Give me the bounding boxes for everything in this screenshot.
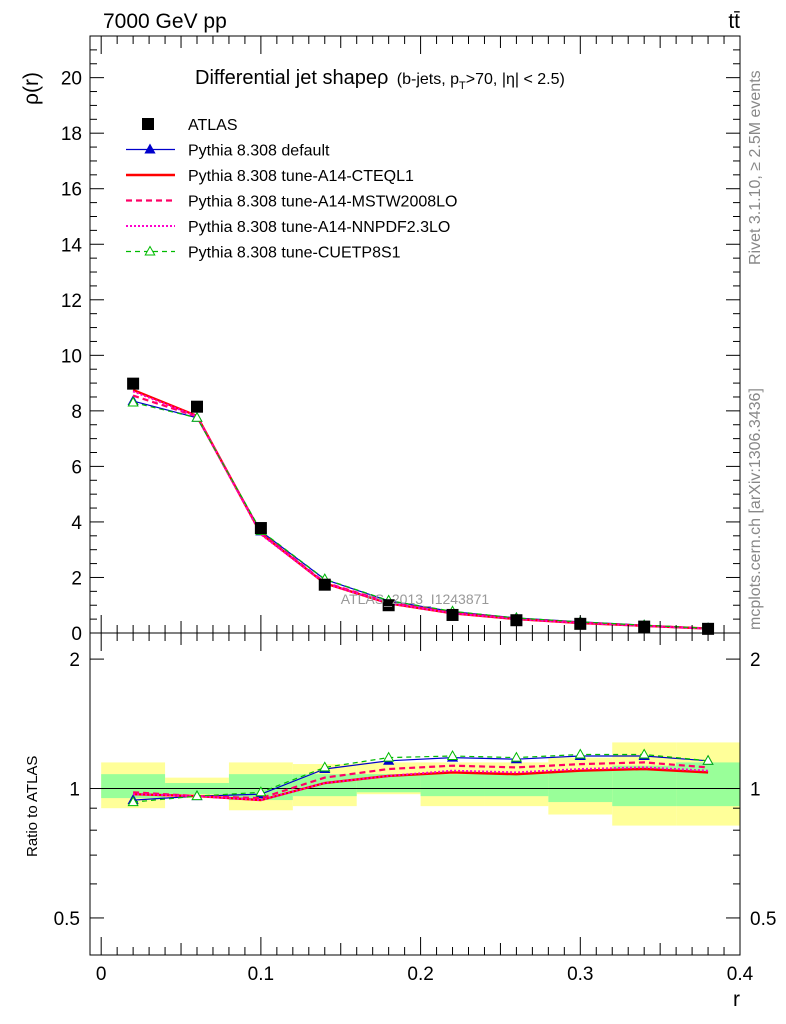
- main-panel: 0 2 4 6 8 10 12 14 16 18 20 ρ(r) ATLAS_2013_I12438…: [20, 35, 741, 645]
- main-y-axis-label: ρ(r): [20, 72, 43, 105]
- main-y-tick-label: 4: [71, 513, 82, 534]
- chart-title-sub-pre: (b-jets, p: [397, 71, 459, 88]
- legend-entry-label: Pythia 8.308 tune-CUETP8S1: [188, 245, 401, 262]
- chart-title: Differential jet shapeρ (b-jets, pT>70, …: [195, 67, 565, 92]
- x-axis-label: r: [733, 988, 740, 1011]
- ratio-marker-pythia-8-308-tune-cuetp8s1-1: [191, 790, 203, 801]
- main-point-atlas-3: [318, 578, 331, 591]
- ratio-y-tick-label-right: 1: [750, 780, 761, 801]
- ratio-y-tick-label: 2: [69, 650, 80, 671]
- main-y-tick-label: 18: [61, 124, 82, 145]
- ratio-band-green: [548, 770, 613, 803]
- ratio-panel-frame: [89, 632, 741, 956]
- main-point-atlas-5: [446, 608, 459, 621]
- ratio-marker-pythia-8-308-tune-cuetp8s1-6: [510, 751, 523, 762]
- main-y-tick-label: 12: [61, 291, 82, 312]
- rivet-label: Rivet 3.1.10, ≥ 2.5M events: [747, 70, 764, 265]
- ratio-marker-pythia-8-308-tune-cuetp8s1-9: [702, 754, 714, 765]
- ratio-y-tick-label: 0.5: [54, 909, 80, 930]
- process-label: tt̄: [728, 10, 740, 33]
- legend-marker-data: [142, 118, 154, 130]
- main-marker-pythia-8-308-tune-cuetp8s1-0: [127, 396, 139, 407]
- chart-title-sub-sub: T: [459, 80, 466, 92]
- x-tick-label: 0.2: [407, 964, 433, 985]
- main-point-atlas-0: [127, 377, 140, 390]
- ratio-y-tick-label-right: 2: [750, 650, 761, 671]
- ratio-line-pythia-8-308-tune-a14-cteql1: [133, 767, 709, 802]
- ratio-y-tick-label-right: 0.5: [750, 909, 776, 930]
- main-y-tick-label: 14: [61, 235, 83, 256]
- main-x-ticks: [100, 36, 741, 633]
- ratio-marker-pythia-8-308-tune-cuetp8s1-8: [638, 748, 650, 759]
- ratio-y-axis-label: Ratio to ATLAS: [24, 756, 41, 857]
- legend-entry-label: Pythia 8.308 tune-A14-NNPDF2.3LO: [188, 219, 450, 236]
- main-point-atlas-2: [254, 522, 267, 535]
- ratio-panel: 0.5 0.51 12 2 0 0.1 0.2 0.3 0.4 Ratio to ATLAS …: [24, 632, 777, 1011]
- ratio-marker-pythia-8-308-tune-cuetp8s1-5: [446, 750, 459, 761]
- x-tick-label: 0: [96, 964, 107, 985]
- ratio-band-green: [101, 774, 166, 799]
- ratio-line-pythia-8-308-tune-a14-mstw2008lo: [133, 761, 709, 800]
- ratio-marker-pythia-8-308-tune-cuetp8s1-2: [255, 786, 267, 797]
- ratio-marker-pythia-8-308-tune-cuetp8s1-7: [574, 748, 586, 759]
- ratio-marker-pythia-8-308-tune-cuetp8s1-0: [127, 796, 139, 807]
- x-tick-label: 0.3: [567, 964, 593, 985]
- legend-entry-label: ATLAS: [188, 117, 238, 134]
- main-point-atlas-6: [510, 614, 523, 627]
- main-marker-pythia-8-308-tune-cuetp8s1-1: [191, 411, 203, 422]
- legend-entry-label: Pythia 8.308 tune-A14-MSTW2008LO: [188, 194, 457, 211]
- ratio-x-axis: 0 0.1 0.2 0.3 0.4: [96, 633, 754, 985]
- x-tick-label: 0.4: [727, 964, 754, 985]
- main-y-tick-label: 10: [61, 346, 82, 367]
- x-tick-label: 0.1: [248, 964, 274, 985]
- ratio-band-green: [676, 762, 740, 807]
- main-y-tick-label: 16: [61, 180, 82, 201]
- main-y-tick-label: 20: [61, 69, 82, 90]
- legend-marker: [144, 245, 156, 256]
- main-point-atlas-1: [191, 400, 204, 413]
- main-y-tick-label: 2: [71, 568, 82, 589]
- legend: ATLAS Pythia 8.308 default Pythia 8.308 tu…: [126, 117, 457, 262]
- chart-title-main: Differential jet shapeρ: [195, 67, 388, 89]
- legend-entry-label: Pythia 8.308 tune-A14-CTEQL1: [188, 168, 414, 185]
- ratio-y-tick-label: 1: [69, 780, 80, 801]
- main-point-atlas-4: [382, 599, 395, 612]
- ratio-plot-content: [101, 742, 740, 826]
- chart-title-sub-post: >70, |η| < 2.5): [466, 71, 565, 88]
- ratio-band-green: [420, 774, 485, 797]
- main-y-tick-label: 6: [71, 457, 82, 478]
- legend-marker: [144, 143, 156, 154]
- ratio-band-green: [612, 765, 677, 807]
- main-y-tick-label: 8: [71, 402, 82, 423]
- mcplots-label: mcplots.cern.ch [arXiv:1306.3436]: [747, 388, 764, 630]
- main-y-tick-label: 0: [71, 624, 82, 645]
- ratio-marker-pythia-8-308-tune-cuetp8s1-4: [383, 751, 395, 762]
- ratio-y-axis: 0.5 0.5 1 1 2 2: [54, 650, 777, 930]
- ratio-line-pythia-8-308-default: [133, 755, 709, 801]
- legend-entry-label: Pythia 8.308 default: [188, 143, 330, 160]
- energy-label: 7000 GeV pp: [103, 10, 227, 33]
- main-line-pythia-8-308-tune-cuetp8s1: [132, 401, 709, 629]
- main-y-axis: 0 2 4 6 8 10 12 14 16 18 20: [61, 35, 740, 645]
- ratio-marker-pythia-8-308-tune-cuetp8s1-3: [319, 761, 331, 772]
- ratio-band-green: [292, 774, 357, 797]
- ratio-band-green: [484, 774, 549, 797]
- watermark: ATLAS_2013_I1243871: [341, 591, 490, 607]
